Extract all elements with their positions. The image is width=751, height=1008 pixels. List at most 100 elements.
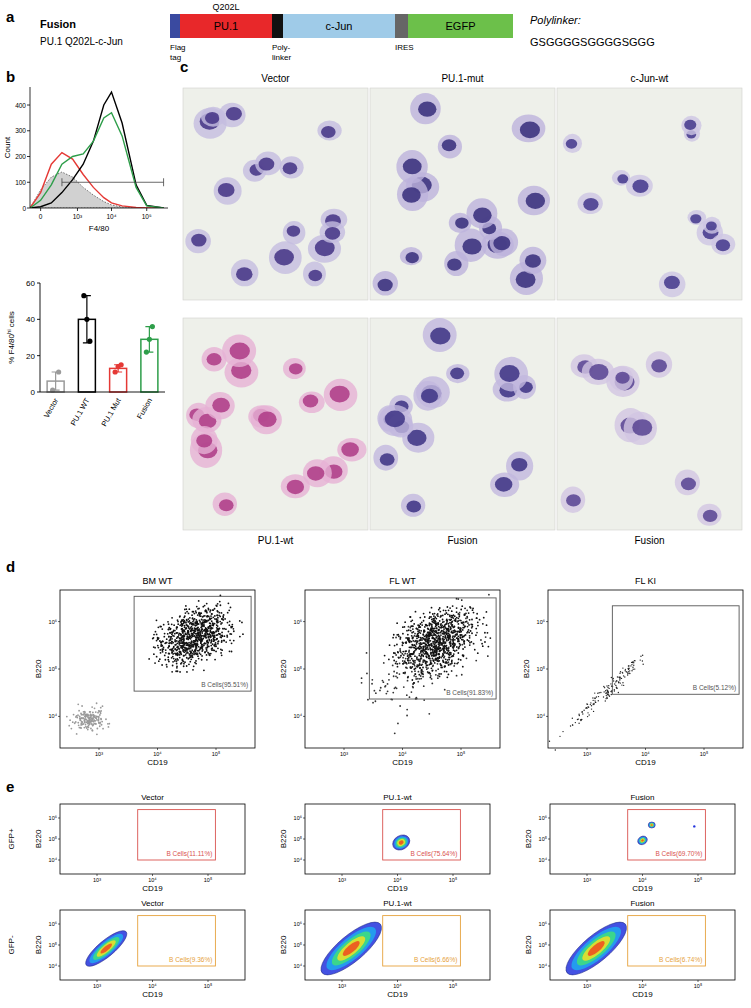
event (201, 659, 203, 661)
cell-nucleus (442, 139, 457, 151)
event (191, 649, 193, 651)
event (229, 650, 231, 652)
event (437, 668, 439, 670)
event (437, 653, 439, 655)
event (202, 616, 204, 618)
event (212, 632, 214, 634)
event (220, 652, 222, 654)
event (408, 626, 410, 628)
event (156, 619, 158, 621)
event (182, 645, 184, 647)
event (194, 628, 196, 630)
y-tick (37, 355, 40, 356)
cell-cytoplasm (518, 186, 550, 216)
event (459, 631, 461, 633)
event (185, 633, 187, 635)
y-axis-label: Count (3, 136, 12, 158)
event (222, 635, 224, 637)
event (442, 636, 444, 638)
event (222, 628, 224, 630)
cell-nucleus (450, 367, 464, 379)
event (420, 675, 422, 677)
event (407, 655, 409, 657)
event (92, 730, 94, 732)
event (393, 675, 395, 677)
event (92, 723, 94, 725)
event (444, 651, 446, 653)
event (181, 623, 183, 625)
event (174, 660, 176, 662)
event (195, 647, 197, 649)
event (85, 724, 87, 726)
cell-nucleus (236, 267, 252, 281)
event (409, 696, 411, 698)
event (184, 625, 186, 627)
event (185, 628, 187, 630)
event (218, 628, 220, 630)
event (440, 623, 442, 625)
event (189, 644, 191, 646)
event (406, 663, 408, 665)
data-point (147, 337, 152, 342)
event (197, 627, 199, 629)
segment-label: c-Jun (326, 20, 353, 32)
event (206, 630, 208, 632)
data-point (87, 339, 92, 344)
event (96, 728, 98, 730)
event (207, 636, 209, 638)
category-label: Fusion (135, 397, 154, 421)
event (461, 639, 463, 641)
event (159, 626, 161, 628)
event (460, 620, 462, 622)
event (168, 653, 170, 655)
event (191, 632, 193, 634)
event (227, 612, 229, 614)
event (380, 687, 382, 689)
micrograph (370, 318, 555, 530)
event (94, 723, 96, 725)
event (374, 700, 376, 702)
event (163, 624, 165, 626)
event (185, 654, 187, 656)
event (225, 641, 227, 643)
x-tick (461, 748, 462, 750)
event (230, 606, 232, 608)
event (225, 628, 227, 630)
event (233, 640, 235, 642)
event (157, 638, 159, 640)
event (99, 714, 101, 716)
event (188, 626, 190, 628)
event (216, 610, 218, 612)
event (182, 650, 184, 652)
event (96, 733, 98, 735)
event (451, 670, 453, 672)
data-point (81, 293, 86, 298)
event (209, 623, 211, 625)
event (160, 642, 162, 644)
event (429, 664, 431, 666)
event (451, 621, 453, 623)
event (199, 639, 201, 641)
event (176, 642, 178, 644)
event (204, 615, 206, 617)
event (211, 628, 213, 630)
x-tick-label: 10⁵ (457, 751, 465, 757)
event (184, 661, 186, 663)
plot-frame (305, 590, 500, 748)
event (233, 630, 235, 632)
event (205, 637, 207, 639)
event (396, 644, 398, 646)
event (179, 624, 181, 626)
event (181, 625, 183, 627)
micrograph (370, 88, 555, 300)
event (163, 646, 165, 648)
event (402, 663, 404, 665)
cell-cytoplasm (512, 115, 546, 143)
cell-cytoplasm (624, 412, 657, 445)
event (427, 642, 429, 644)
event (169, 639, 171, 641)
event (87, 729, 89, 731)
event (466, 609, 468, 611)
event (442, 621, 444, 623)
event (197, 627, 199, 629)
